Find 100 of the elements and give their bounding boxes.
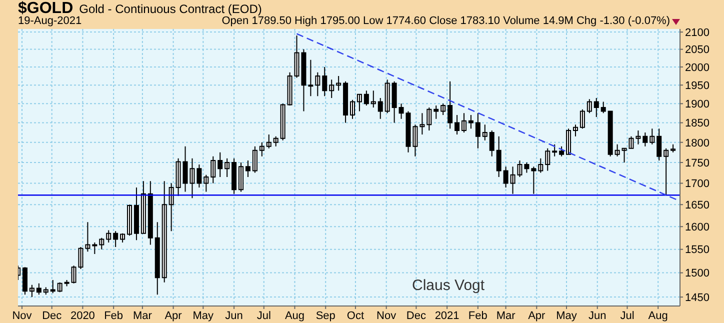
candlestick	[322, 66, 328, 97]
candlestick	[531, 166, 536, 194]
candlestick	[454, 114, 460, 135]
candlestick	[64, 279, 70, 287]
candlestick	[343, 80, 348, 124]
candlestick	[440, 103, 446, 116]
y-tick-label: 1900	[685, 98, 710, 111]
y-tick-label: 1850	[685, 118, 710, 130]
candlestick	[559, 146, 564, 157]
y-tick-label: 1650	[685, 200, 710, 212]
candlestick	[113, 230, 118, 248]
candlestick	[482, 124, 488, 141]
candlestick	[364, 90, 369, 106]
candlestick	[204, 174, 209, 192]
candlestick	[224, 158, 230, 178]
candlestick	[336, 75, 342, 92]
x-tick-label: Nov	[12, 310, 32, 322]
candlestick	[252, 146, 258, 174]
candlestick	[600, 101, 606, 114]
x-tick-label: Feb	[468, 310, 488, 322]
x-tick-label: Aug	[284, 310, 305, 322]
x-tick-label: Apr	[528, 310, 546, 322]
chart-subtitle: Gold - Continuous Contract (EOD)	[79, 2, 262, 16]
chart-title: $GOLD	[18, 0, 74, 17]
y-tick-label: 1800	[685, 137, 710, 150]
x-tick-label: Mar	[132, 310, 152, 322]
candlestick	[664, 148, 669, 196]
candlestick	[238, 162, 244, 192]
candlestick	[329, 79, 334, 99]
y-tick-label: 2050	[685, 44, 710, 56]
annotation: Claus Vogt	[412, 277, 485, 294]
candlestick	[370, 90, 376, 108]
x-tick-label: 2020	[70, 310, 95, 322]
candlestick	[448, 80, 453, 130]
x-tick-label: Jul	[256, 310, 271, 322]
x-tick-label: May	[192, 310, 214, 322]
candlestick	[43, 286, 48, 296]
x-tick-label: Jun	[225, 310, 243, 322]
candlestick	[99, 237, 104, 250]
candlestick	[566, 128, 572, 155]
y-tick-label: 1750	[685, 157, 710, 170]
y-tick-label: 1950	[685, 80, 710, 92]
x-tick-label: Oct	[346, 310, 364, 322]
candlestick	[614, 144, 620, 157]
candlestick	[218, 152, 223, 178]
x-tick-label: Feb	[104, 310, 124, 322]
candlestick	[580, 108, 585, 130]
candlestick	[92, 242, 98, 254]
candlestick	[572, 124, 578, 137]
candlestick	[50, 279, 56, 294]
y-tick-label: 2000	[685, 62, 710, 74]
candlestick	[196, 164, 202, 188]
candlestick	[22, 266, 28, 296]
candlestick	[524, 162, 530, 174]
candlestick	[434, 105, 439, 120]
x-tick-label: 2021	[434, 310, 460, 322]
candlestick	[280, 103, 286, 141]
candlestick	[57, 282, 62, 293]
candlestick	[356, 94, 362, 112]
x-tick-label: Apr	[164, 310, 182, 322]
candlestick	[308, 59, 314, 97]
candlestick	[176, 158, 181, 196]
candlestick	[420, 112, 425, 135]
candlestick	[642, 132, 648, 147]
x-tick-label: Aug	[648, 310, 668, 322]
candlestick	[545, 148, 550, 172]
candlestick	[140, 180, 146, 234]
candlestick	[475, 112, 480, 149]
candlestick	[162, 180, 167, 283]
text: 19-Aug-2021	[18, 15, 82, 27]
y-tick-label: 2100	[685, 26, 710, 39]
candlestick	[154, 222, 160, 296]
candlestick	[636, 130, 641, 145]
candlestick	[127, 204, 132, 236]
candlestick	[232, 158, 237, 194]
candlestick	[538, 158, 544, 174]
candlestick	[36, 282, 42, 296]
candlestick	[656, 128, 662, 161]
text: Open 1789.50 High 1795.00 Low 1774.60 Close 1783.10 Volume 14.9M Chg -1.30 (-0.07%)	[222, 15, 670, 27]
candlestick	[29, 284, 34, 298]
y-tick-label: 1450	[685, 292, 710, 304]
candlestick	[168, 182, 174, 232]
candlestick	[245, 160, 250, 178]
candlestick	[384, 79, 390, 114]
candlestick	[85, 222, 90, 252]
candlestick	[412, 124, 418, 157]
candlestick	[468, 114, 474, 130]
candlestick	[650, 128, 655, 145]
candlestick	[426, 106, 432, 132]
x-tick-label: Mar	[496, 310, 516, 322]
candlestick	[489, 130, 494, 157]
candlestick	[586, 98, 592, 114]
candlestick	[148, 180, 153, 246]
candlestick	[496, 136, 502, 178]
x-tick-label: Nov	[376, 310, 397, 322]
candlestick	[594, 98, 599, 118]
candlestick	[266, 134, 272, 149]
candlestick	[120, 232, 126, 243]
y-tick-label: 1500	[685, 268, 710, 280]
x-tick-label: May	[556, 310, 578, 322]
